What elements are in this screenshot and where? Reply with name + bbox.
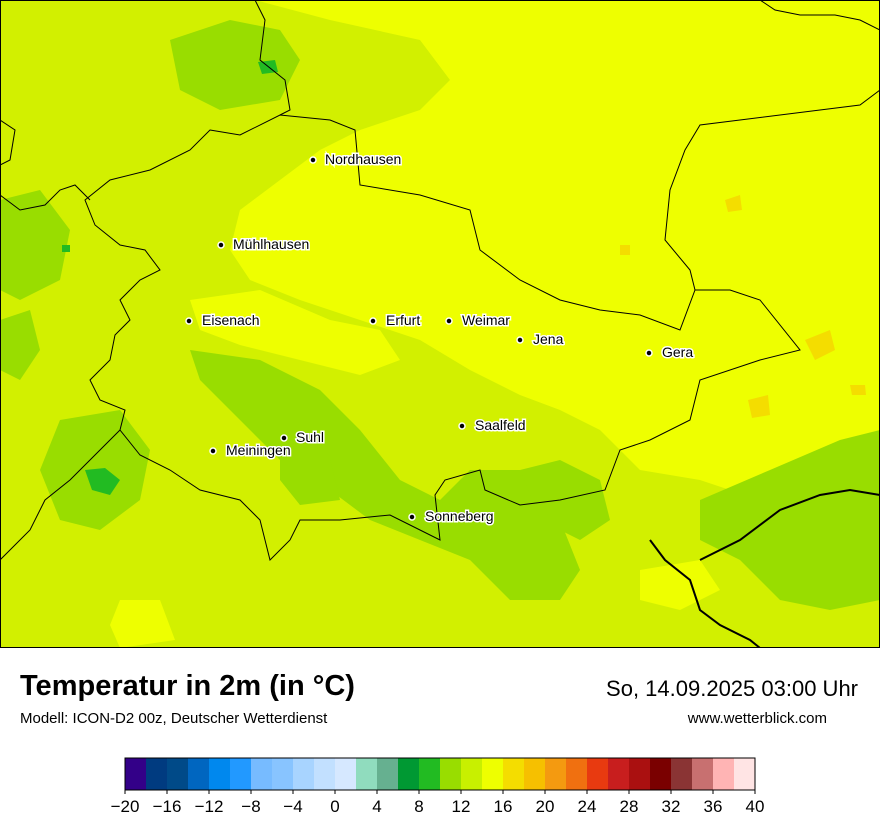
region-border-north (759, 0, 880, 31)
legend-tick-label: −20 (111, 797, 140, 816)
color-legend: −20 −16 −12 −8 −4 0 4 8 12 16 20 24 28 32 36 40 (111, 757, 765, 816)
legend-tick-label: −8 (241, 797, 260, 816)
legend-swatch (713, 758, 735, 790)
region-border-southwest (0, 429, 121, 561)
warm-spot (620, 195, 866, 418)
legend-swatch (314, 758, 336, 790)
city-label: Mühlhausen (233, 236, 309, 252)
city-suhl: Suhl (280, 428, 326, 447)
legend-tick-label: −12 (195, 797, 224, 816)
legend-tick-label: 12 (452, 797, 471, 816)
legend-swatch (377, 758, 399, 790)
city-label: Saalfeld (475, 417, 526, 433)
legend-swatch (398, 758, 420, 790)
legend-swatch (650, 758, 672, 790)
legend-swatch (566, 758, 588, 790)
city-eisenach: Eisenach (185, 311, 261, 330)
city-label: Sonneberg (425, 508, 494, 524)
legend-tick-label: 36 (704, 797, 723, 816)
state-border (84, 114, 801, 561)
legend-tick-label: 8 (414, 797, 423, 816)
legend-tick-label: −16 (153, 797, 182, 816)
region-border-west (0, 119, 91, 211)
cool-region (0, 20, 880, 610)
region-border (254, 0, 291, 116)
legend-swatch (356, 758, 378, 790)
city-jena: Jena (516, 330, 565, 349)
map-title: Temperatur in 2m (in °C) (20, 670, 355, 702)
model-source: Modell: ICON-D2 00z, Deutscher Wetterdie… (20, 710, 328, 727)
legend-swatch (419, 758, 441, 790)
legend-swatch (230, 758, 252, 790)
legend-tick-label: 32 (662, 797, 681, 816)
legend-swatch (629, 758, 651, 790)
legend-swatch (461, 758, 483, 790)
website-link[interactable]: www.wetterblick.com (687, 710, 827, 727)
legend-swatch (587, 758, 609, 790)
city-gera: Gera (645, 343, 695, 362)
legend-tick-label: −4 (283, 797, 302, 816)
legend-swatch (734, 758, 756, 790)
legend-swatch (608, 758, 630, 790)
legend-swatch (482, 758, 504, 790)
region-border-east (664, 89, 880, 291)
city-erfurt: Erfurt (369, 311, 422, 330)
legend-tick-label: 40 (746, 797, 765, 816)
city-label: Jena (533, 331, 564, 347)
forecast-datetime: So, 14.09.2025 03:00 Uhr (606, 676, 858, 701)
city-label: Erfurt (386, 312, 420, 328)
legend-swatch (146, 758, 168, 790)
city-saalfeld: Saalfeld (458, 416, 527, 435)
footer: Temperatur in 2m (in °C) Modell: ICON-D2… (0, 648, 880, 830)
city-sonneberg: Sonneberg (408, 507, 495, 526)
legend-frame (124, 757, 756, 791)
city-muehlhausen: Mühlhausen (217, 235, 311, 254)
city-meiningen: Meiningen (209, 441, 292, 460)
warm-region (110, 0, 880, 648)
legend-swatch (545, 758, 567, 790)
city-label: Gera (662, 344, 693, 360)
city-nordhausen: Nordhausen (309, 150, 403, 169)
legend-swatch (440, 758, 462, 790)
legend-swatch (335, 758, 357, 790)
legend-swatch (524, 758, 546, 790)
legend-tick-label: 4 (372, 797, 381, 816)
legend-swatch (671, 758, 693, 790)
legend-tick-label: 16 (494, 797, 513, 816)
city-label: Meiningen (226, 442, 291, 458)
city-markers: Nordhausen Mühlhausen Eisenach Erfurt We… (185, 150, 695, 526)
legend-swatch (503, 758, 525, 790)
legend-tick-label: 24 (578, 797, 597, 816)
legend-swatch (251, 758, 273, 790)
city-label: Nordhausen (325, 151, 401, 167)
legend-swatch (272, 758, 294, 790)
legend-swatch (293, 758, 315, 790)
legend-tick-label: 20 (536, 797, 555, 816)
city-weimar: Weimar (445, 311, 512, 330)
legend-swatch (188, 758, 210, 790)
legend-tick-label: 0 (330, 797, 339, 816)
city-label: Suhl (296, 429, 324, 445)
country-border (649, 488, 880, 648)
legend-swatch (692, 758, 714, 790)
legend-tick-label: 28 (620, 797, 639, 816)
legend-swatch (209, 758, 231, 790)
city-label: Eisenach (202, 312, 260, 328)
city-label: Weimar (462, 312, 510, 328)
legend-swatch (125, 758, 147, 790)
temperature-map: Nordhausen Mühlhausen Eisenach Erfurt We… (0, 0, 880, 648)
legend-swatch (167, 758, 189, 790)
